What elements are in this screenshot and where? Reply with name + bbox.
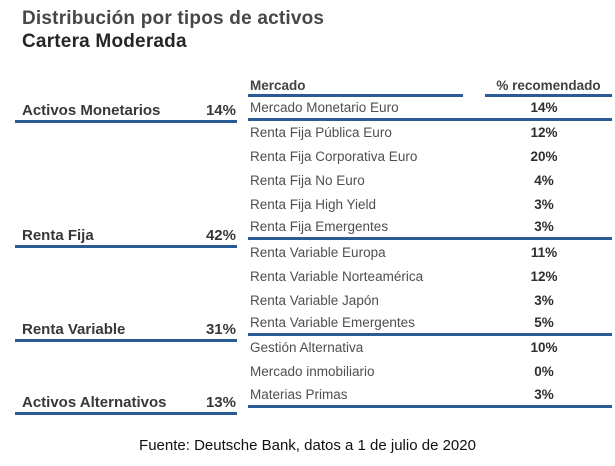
row-label: Materias Primas xyxy=(250,386,348,402)
row-label: Renta Variable Japón xyxy=(250,292,379,308)
row-value: 3% xyxy=(534,292,554,308)
row-value: 3% xyxy=(534,386,554,402)
summary-row: Renta Variable 31% xyxy=(15,317,237,342)
header-gap xyxy=(463,78,485,97)
row-value: 0% xyxy=(534,364,554,380)
page-title: Distribución por tipos de activos xyxy=(22,8,325,29)
table-row: Renta Fija No Euro 4% xyxy=(248,169,612,193)
summary-label: Activos Alternativos xyxy=(22,394,167,411)
table-row: Renta Fija Pública Euro 12% xyxy=(248,121,612,145)
row-value: 12% xyxy=(530,268,558,284)
summary-row: Renta Fija 42% xyxy=(15,223,237,248)
summary-value: 14% xyxy=(205,102,236,119)
row-label: Mercado Monetario Euro xyxy=(250,99,399,115)
summary-label: Activos Monetarios xyxy=(22,102,161,119)
summary-value: 42% xyxy=(205,227,236,244)
summary-label: Renta Fija xyxy=(22,227,94,244)
row-value: 14% xyxy=(530,99,558,115)
table-row: Gestión Alternativa 10% xyxy=(248,336,612,360)
row-value: 4% xyxy=(534,173,554,189)
column-header-recomendado: % recomendado xyxy=(485,78,612,97)
row-label: Mercado inmobiliario xyxy=(250,364,375,380)
table-row: Renta Variable Norteamérica 12% xyxy=(248,264,612,288)
row-label: Renta Variable Emergentes xyxy=(250,314,415,330)
allocation-table: Mercado % recomendado Mercado Monetario … xyxy=(248,78,612,408)
table-row: Renta Variable Japón 3% xyxy=(248,288,612,312)
table-row: Materias Primas 3% xyxy=(248,384,612,408)
summary-value: 13% xyxy=(205,394,236,411)
summary-value: 31% xyxy=(205,321,236,338)
table-row: Renta Fija Corporativa Euro 20% xyxy=(248,145,612,169)
table-row: Mercado Monetario Euro 14% xyxy=(248,97,612,121)
table-header-row: Mercado % recomendado xyxy=(248,78,612,97)
table-body: Mercado Monetario Euro 14% Renta Fija Pú… xyxy=(248,97,612,408)
source-note: Fuente: Deutsche Bank, datos a 1 de juli… xyxy=(139,437,476,454)
page-subtitle: Cartera Moderada xyxy=(22,31,187,52)
summary-row: Activos Alternativos 13% xyxy=(15,390,237,415)
row-value: 20% xyxy=(530,149,558,165)
summary-row: Activos Monetarios 14% xyxy=(15,98,237,123)
table-row: Renta Variable Emergentes 5% xyxy=(248,312,612,336)
row-label: Renta Fija Pública Euro xyxy=(250,125,392,141)
row-value: 5% xyxy=(534,314,554,330)
asset-class-summary: Activos Monetarios 14% Renta Fija 42% Re… xyxy=(0,0,240,466)
table-row: Renta Fija High Yield 3% xyxy=(248,193,612,217)
row-label: Renta Fija High Yield xyxy=(250,197,377,212)
row-value: 12% xyxy=(530,125,558,141)
row-value: 3% xyxy=(534,219,554,235)
title-block: Distribución por tipos de activos Carter… xyxy=(22,7,324,53)
table-row: Renta Fija Emergentes 3% xyxy=(248,216,612,241)
row-value: 3% xyxy=(534,197,554,212)
table-row: Renta Variable Europa 11% xyxy=(248,240,612,264)
row-value: 11% xyxy=(530,244,558,260)
column-header-mercado: Mercado xyxy=(248,78,463,97)
row-label: Renta Fija No Euro xyxy=(250,173,365,189)
row-label: Renta Fija Corporativa Euro xyxy=(250,149,418,165)
row-value: 10% xyxy=(530,340,558,356)
row-label: Renta Variable Europa xyxy=(250,244,386,260)
summary-label: Renta Variable xyxy=(22,321,126,338)
row-label: Gestión Alternativa xyxy=(250,340,364,356)
row-label: Renta Variable Norteamérica xyxy=(250,268,424,284)
row-label: Renta Fija Emergentes xyxy=(250,219,389,235)
table-row: Mercado inmobiliario 0% xyxy=(248,360,612,384)
